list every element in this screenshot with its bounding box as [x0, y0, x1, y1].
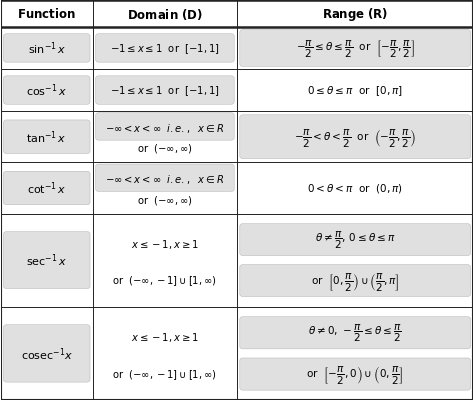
FancyBboxPatch shape [240, 358, 471, 390]
Text: $x \leq -1, x \geq 1$: $x \leq -1, x \geq 1$ [131, 330, 199, 343]
Text: $x \leq -1, x \geq 1$: $x \leq -1, x \geq 1$ [131, 237, 199, 250]
Text: $\cos^{-1} x$: $\cos^{-1} x$ [26, 83, 67, 99]
FancyBboxPatch shape [240, 224, 471, 256]
Text: or  $\left[0,\dfrac{\pi}{2}\right)\cup\left(\dfrac{\pi}{2},\pi\right]$: or $\left[0,\dfrac{\pi}{2}\right)\cup\le… [311, 270, 400, 292]
FancyBboxPatch shape [96, 77, 234, 105]
Text: $-\dfrac{\pi}{2} \leq \theta \leq \dfrac{\pi}{2}$  or  $\left[-\dfrac{\pi}{2},\d: $-\dfrac{\pi}{2} \leq \theta \leq \dfrac… [296, 38, 415, 59]
Text: $\sec^{-1} x$: $\sec^{-1} x$ [26, 252, 67, 269]
Text: $\theta \neq \dfrac{\pi}{2},\, 0 \leq \theta \leq \pi$: $\theta \neq \dfrac{\pi}{2},\, 0 \leq \t… [315, 229, 396, 251]
FancyBboxPatch shape [3, 77, 90, 105]
Text: or  $(-\infty,-1]\cup[1,\infty)$: or $(-\infty,-1]\cup[1,\infty)$ [112, 274, 218, 288]
Text: $\mathbf{Range\ (R)}$: $\mathbf{Range\ (R)}$ [322, 6, 388, 23]
Text: $0 \leq \theta \leq \pi$  or  $[0,\pi]$: $0 \leq \theta \leq \pi$ or $[0,\pi]$ [307, 84, 403, 98]
Text: $\sin^{-1} x$: $\sin^{-1} x$ [27, 41, 66, 57]
Text: $-\dfrac{\pi}{2} < \theta < \dfrac{\pi}{2}$  or  $\left(-\dfrac{\pi}{2},\dfrac{\: $-\dfrac{\pi}{2} < \theta < \dfrac{\pi}{… [294, 126, 416, 148]
Text: $-1 \leq x \leq 1$  or  $[-1,1]$: $-1 \leq x \leq 1$ or $[-1,1]$ [110, 84, 220, 98]
Text: $\mathrm{cosec}^{-1} x$: $\mathrm{cosec}^{-1} x$ [21, 345, 73, 362]
Text: $\cot^{-1} x$: $\cot^{-1} x$ [27, 180, 67, 197]
Text: $\mathbf{Domain\ (D)}$: $\mathbf{Domain\ (D)}$ [127, 7, 203, 22]
FancyBboxPatch shape [3, 325, 90, 382]
FancyBboxPatch shape [96, 113, 234, 141]
Text: or  $\left[-\dfrac{\pi}{2},0\right)\cup\left(0,\dfrac{\pi}{2}\right]$: or $\left[-\dfrac{\pi}{2},0\right)\cup\l… [306, 363, 404, 385]
Text: $\mathbf{Function}$: $\mathbf{Function}$ [18, 7, 76, 21]
FancyBboxPatch shape [3, 121, 90, 154]
Text: $-1 \leq x \leq 1$  or  $[-1,1]$: $-1 \leq x \leq 1$ or $[-1,1]$ [110, 42, 220, 56]
Text: $-\infty < x < \infty$  $\mathit{i.e.,}$  $x \in R$: $-\infty < x < \infty$ $\mathit{i.e.,}$ … [105, 122, 225, 135]
Text: $0 < \theta < \pi$  or  $(0,\pi)$: $0 < \theta < \pi$ or $(0,\pi)$ [307, 182, 403, 195]
FancyBboxPatch shape [3, 232, 90, 289]
FancyBboxPatch shape [240, 115, 471, 159]
Text: or  $(-\infty,\infty)$: or $(-\infty,\infty)$ [137, 193, 193, 206]
FancyBboxPatch shape [3, 172, 90, 205]
FancyBboxPatch shape [3, 35, 90, 63]
Text: $-\infty < x < \infty$  $\mathit{i.e.,}$  $x \in R$: $-\infty < x < \infty$ $\mathit{i.e.,}$ … [105, 173, 225, 186]
Text: or  $(-\infty,-1]\cup[1,\infty)$: or $(-\infty,-1]\cup[1,\infty)$ [112, 367, 218, 381]
Text: $\tan^{-1} x$: $\tan^{-1} x$ [27, 129, 67, 146]
Text: $\theta \neq 0,\,-\dfrac{\pi}{2} \leq \theta \leq \dfrac{\pi}{2}$: $\theta \neq 0,\,-\dfrac{\pi}{2} \leq \t… [308, 322, 402, 344]
FancyBboxPatch shape [240, 317, 471, 349]
FancyBboxPatch shape [96, 35, 234, 63]
FancyBboxPatch shape [96, 165, 234, 192]
FancyBboxPatch shape [240, 30, 471, 67]
Text: or  $(-\infty,\infty)$: or $(-\infty,\infty)$ [137, 142, 193, 155]
FancyBboxPatch shape [240, 265, 471, 297]
